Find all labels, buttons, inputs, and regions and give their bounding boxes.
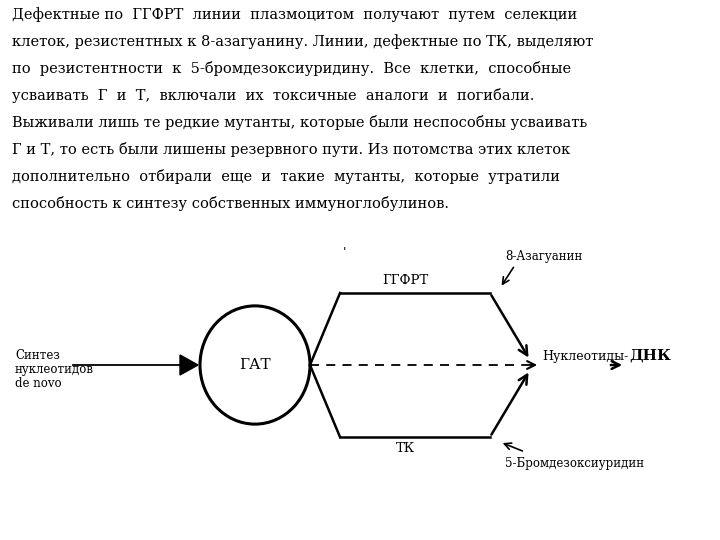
Text: Нуклеотиды-: Нуклеотиды- [542, 350, 629, 363]
Text: 5-Бромдезоксиуридин: 5-Бромдезоксиуридин [505, 457, 644, 470]
Text: ГГФРТ: ГГФРТ [382, 274, 428, 287]
Text: Синтез: Синтез [15, 349, 60, 362]
Text: Г и Т, то есть были лишены резервного пути. Из потомства этих клеток: Г и Т, то есть были лишены резервного пу… [12, 142, 570, 157]
Text: Выживали лишь те редкие мутанты, которые были неспособны усваивать: Выживали лишь те редкие мутанты, которые… [12, 115, 588, 130]
Text: 8-Азагуанин: 8-Азагуанин [505, 250, 582, 263]
Text: дополнительно  отбирали  еще  и  такие  мутанты,  которые  утратили: дополнительно отбирали еще и такие мутан… [12, 169, 560, 184]
Text: способность к синтезу собственных иммуноглобулинов.: способность к синтезу собственных иммуно… [12, 196, 449, 211]
Text: ГАТ: ГАТ [239, 358, 271, 372]
Text: de novo: de novo [15, 377, 62, 390]
Polygon shape [180, 355, 198, 375]
Text: Дефектные по  ГГФРТ  линии  плазмоцитом  получают  путем  селекции: Дефектные по ГГФРТ линии плазмоцитом пол… [12, 7, 577, 22]
Text: по  резистентности  к  5-бромдезоксиуридину.  Все  клетки,  способные: по резистентности к 5-бромдезоксиуридину… [12, 61, 571, 76]
Text: усваивать  Г  и  Т,  включали  их  токсичные  аналоги  и  погибали.: усваивать Г и Т, включали их токсичные а… [12, 88, 534, 103]
Text: клеток, резистентных к 8-азагуанину. Линии, дефектные по ТК, выделяют: клеток, резистентных к 8-азагуанину. Лин… [12, 34, 593, 49]
Text: нуклеотидов: нуклеотидов [15, 363, 94, 376]
Text: ДНК: ДНК [629, 349, 671, 363]
Text: ': ' [343, 246, 347, 260]
Text: ТК: ТК [395, 442, 415, 455]
